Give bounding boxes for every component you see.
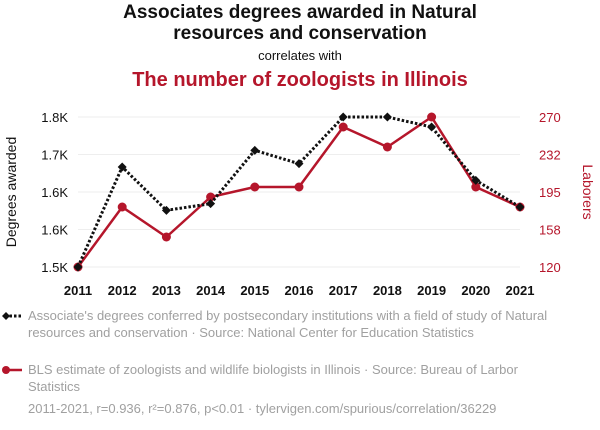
series1-point [382,112,392,122]
x-tick-label: 2017 [329,283,358,298]
x-tick-label: 2020 [461,283,490,298]
legend-marker-series2 [2,366,10,374]
right-axis-ticks: 270 232 195 158 120 [539,110,561,275]
series1-path [76,115,521,268]
series1-point [161,205,171,215]
left-tick-label: 1.6K [41,223,68,238]
x-tick-label: 2021 [506,283,535,298]
right-tick-label: 195 [539,185,561,200]
chart-title-line-1: Associates degrees awarded in Natural [123,2,477,23]
x-axis-ticks: 2011 2012 2013 2014 2015 2016 2017 2018 2019 2020… [64,283,535,298]
x-tick-label: 2011 [64,283,92,298]
series2-point [250,182,260,192]
x-tick-label: 2018 [373,283,402,298]
series2-point [294,182,304,192]
right-axis-label: Laborers [580,164,596,219]
series1-point [427,122,437,132]
x-tick-label: 2019 [417,283,446,298]
right-tick-label: 158 [539,223,561,238]
left-tick-label: 1.7K [41,148,68,163]
left-axis-label: Degrees awarded [3,137,19,248]
x-tick-label: 2012 [108,283,137,298]
series1-point [73,262,83,272]
footer-stats: 2011-2021, r=0.936, r²=0.876, p<0.01 · t… [28,401,497,416]
x-tick-label: 2015 [240,283,269,298]
right-tick-label: 232 [539,148,561,163]
series2-title: The number of zoologists in Illinois [132,69,468,91]
correlates-with-text: correlates with [258,48,342,63]
series2-point [427,112,437,122]
series2-point [471,182,481,192]
series2-point [382,142,392,152]
chart-title-line-2: resources and conservation [173,23,427,44]
grid-lines [78,116,520,268]
x-tick-label: 2013 [152,283,181,298]
legend-markers [2,312,22,374]
legend-label-series2: BLS estimate of zoologists and wildlife … [28,362,518,394]
left-tick-label: 1.5K [41,260,68,275]
series1-point [338,112,348,122]
series1-point [294,159,304,169]
series1-point [206,199,216,209]
x-tick-label: 2016 [285,283,314,298]
right-tick-label: 270 [539,110,561,125]
series1-point [250,145,260,155]
series2-point [161,232,171,242]
series2-point [117,202,127,212]
left-tick-label: 1.6K [41,185,68,200]
series2-point [338,122,348,132]
series1-line [73,112,525,272]
left-tick-label: 1.8K [41,110,68,125]
x-tick-label: 2014 [196,283,226,298]
series1-point [515,202,525,212]
series1-point [117,162,127,172]
legend-marker-series1 [2,312,10,320]
left-axis-ticks: 1.8K 1.7K 1.6K 1.6K 1.5K [41,110,68,275]
legend-label-series1: Associate's degrees conferred by postsec… [28,308,548,340]
right-tick-label: 120 [539,260,561,275]
series1-point [471,175,481,185]
